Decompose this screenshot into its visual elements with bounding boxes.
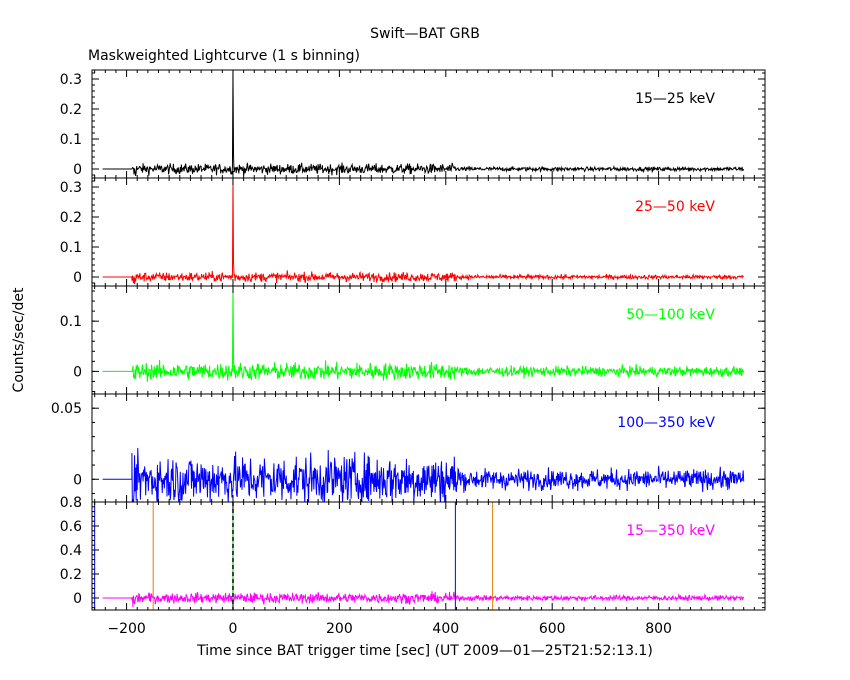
lightcurve-series [102,591,745,607]
x-tick-label: 600 [539,621,566,637]
band-label: 15—350 keV [626,523,715,539]
y-tick-label: 0.6 [60,519,82,535]
panel-frame [91,285,766,395]
panel-frame [91,501,766,611]
x-tick-label: 400 [432,621,459,637]
y-tick-label: 0.2 [60,102,82,118]
panels-group: 0 0.1 0.2 0.3 15—25 keV 0 0.1 0.2 0.3 25—50 keV 0 0… [51,69,766,637]
y-tick-label: 0.3 [60,180,82,196]
lightcurve-series [102,447,745,502]
band-label: 100—350 keV [617,415,715,431]
y-tick-label: 0 [73,591,82,607]
y-tick-label: 0.05 [51,401,82,417]
y-tick-label: 0.2 [60,567,82,583]
lightcurve-series [102,70,745,176]
band-label: 50—100 keV [626,307,715,323]
y-tick-label: 0.1 [60,132,82,148]
chart-title: Swift—BAT GRB [370,26,480,42]
chart-subtitle: Maskweighted Lightcurve (1 s binning) [88,48,360,64]
lightcurve-series [102,286,745,382]
panel-frame [91,177,766,287]
y-tick-label: 0.8 [60,495,82,511]
x-tick-label: −200 [107,621,145,637]
x-axis-label: Time since BAT trigger time [sec] (UT 20… [196,643,653,659]
y-tick-label: 0 [73,162,82,178]
y-tick-label: 0.1 [60,240,82,256]
x-tick-label: 200 [326,621,353,637]
y-axis-label: Counts/sec/det [11,287,27,392]
band-label: 25—50 keV [635,199,715,215]
y-tick-label: 0 [73,364,82,380]
y-tick-label: 0.2 [60,210,82,226]
band-label: 15—25 keV [635,91,715,107]
y-tick-label: 0 [73,270,82,286]
y-tick-label: 0.4 [60,543,82,559]
x-tick-label: 0 [229,621,238,637]
x-tick-label: 800 [645,621,672,637]
y-tick-label: 0.3 [60,72,82,88]
y-tick-label: 0.1 [60,314,82,330]
y-tick-label: 0 [73,472,82,488]
lightcurve-series [102,178,744,285]
panel-frame [91,69,766,179]
